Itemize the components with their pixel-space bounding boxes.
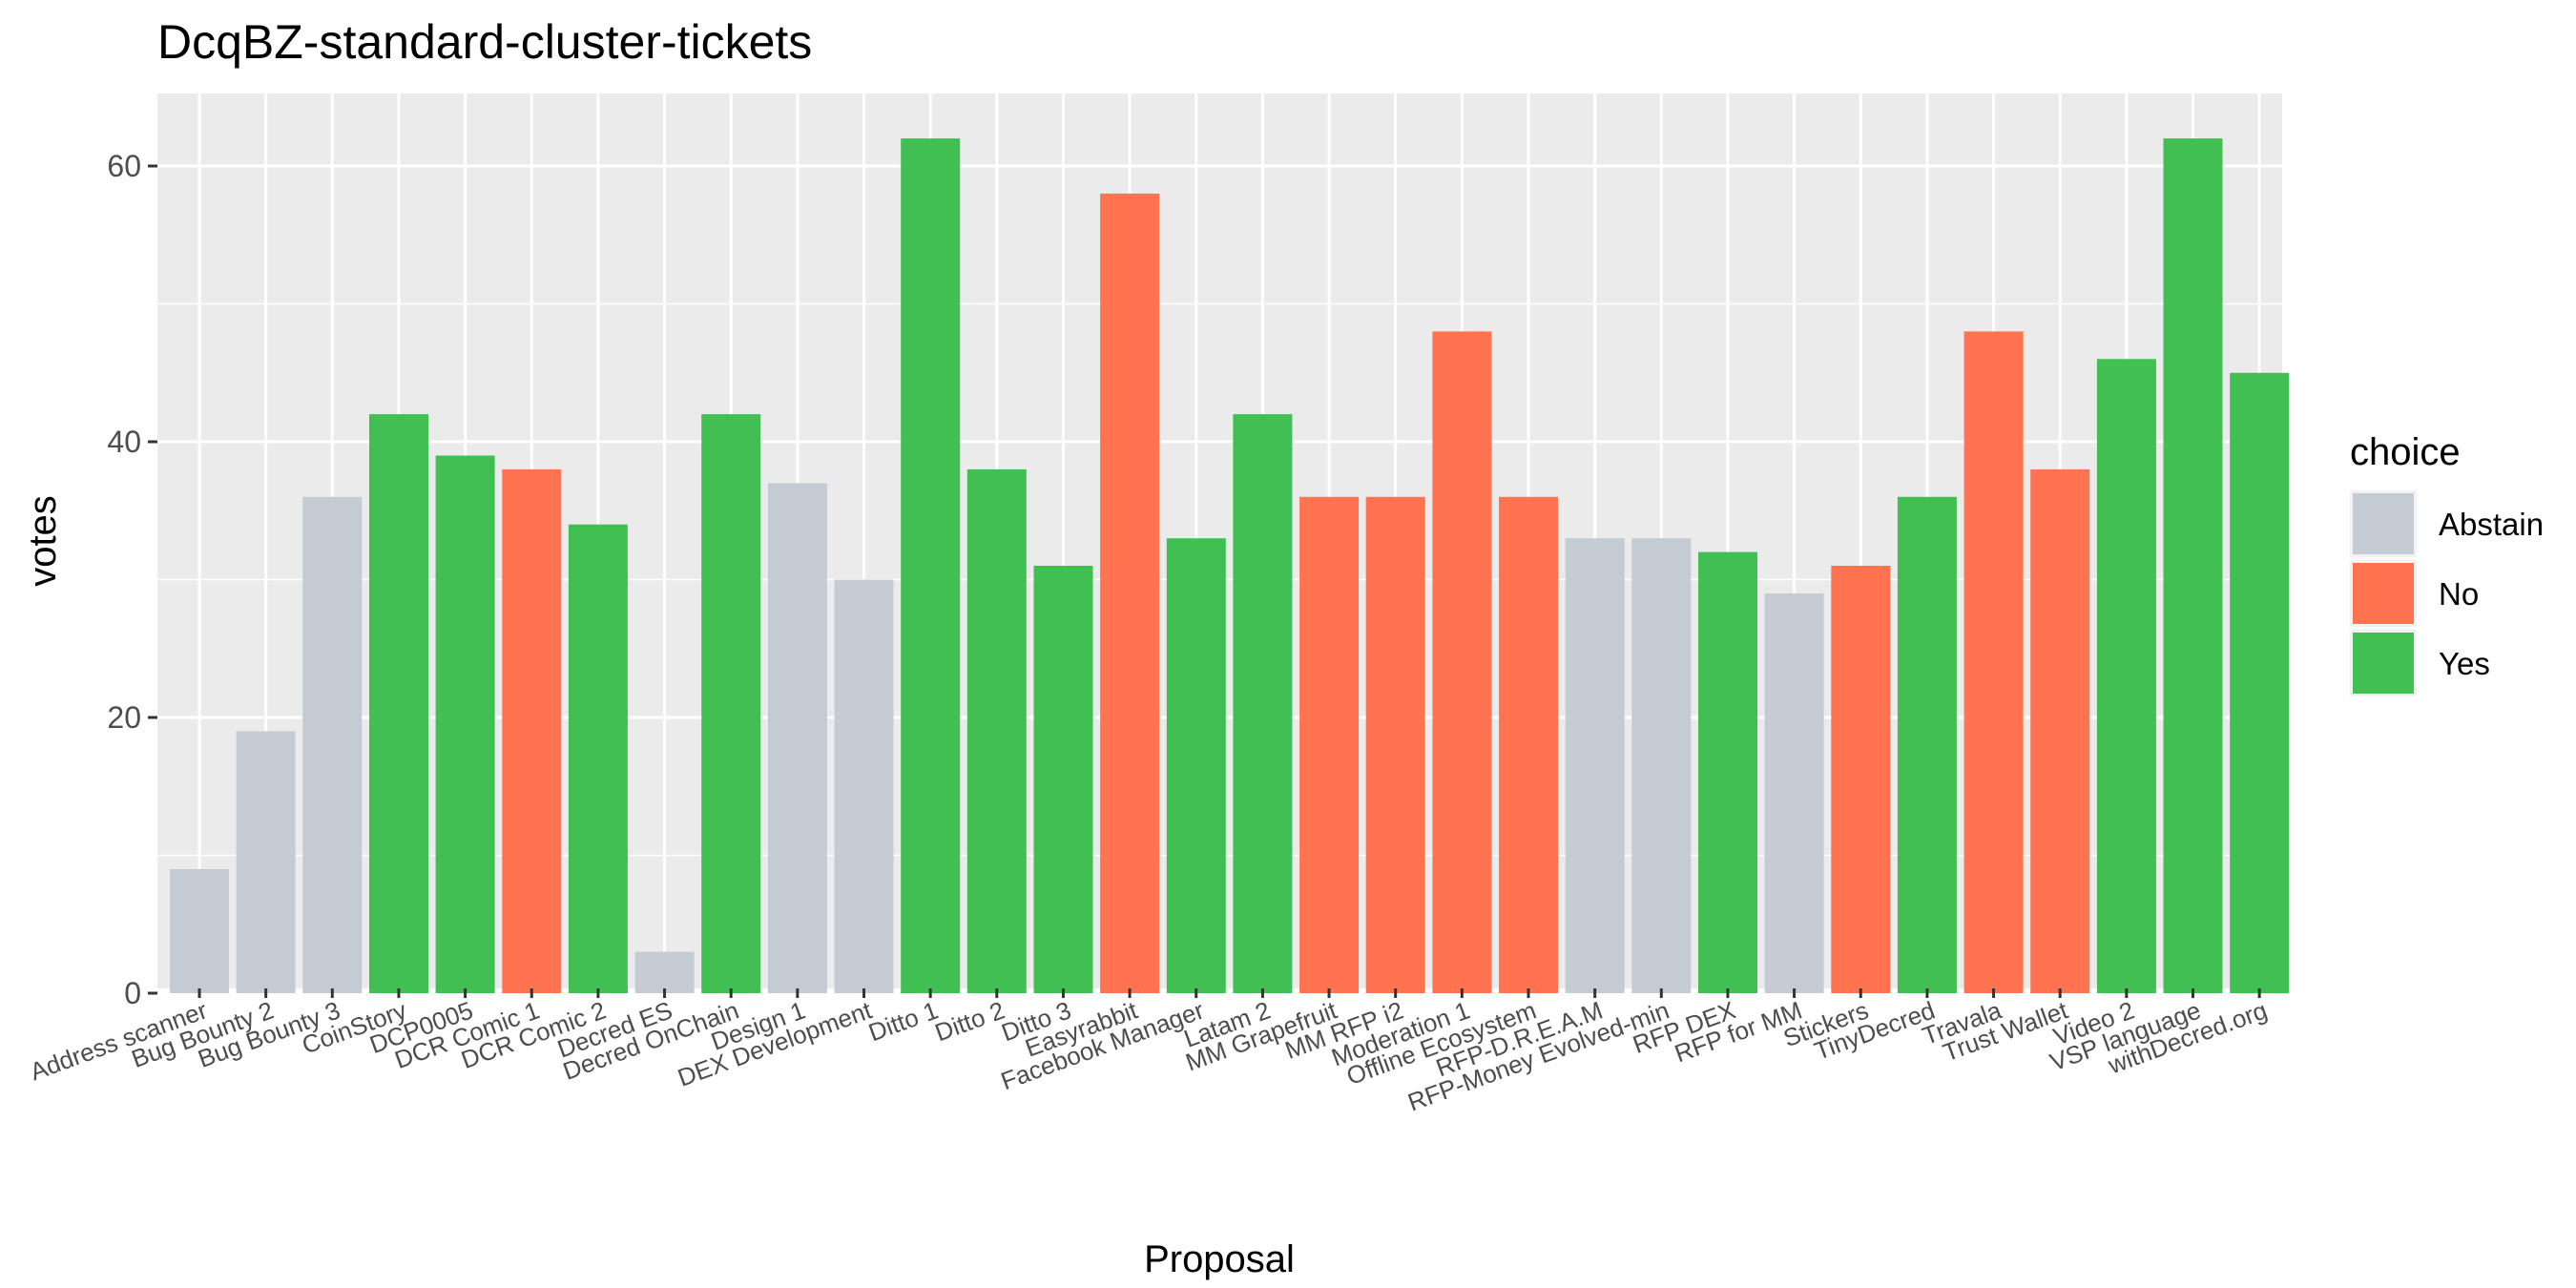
bar xyxy=(502,468,562,993)
bar xyxy=(1565,538,1625,993)
bar xyxy=(2163,138,2223,994)
bar xyxy=(1499,496,1558,993)
y-axis-title: votes xyxy=(22,495,64,587)
bars xyxy=(170,138,2290,994)
y-tick-label: 0 xyxy=(124,976,141,1010)
legend-label: No xyxy=(2439,576,2479,612)
bar xyxy=(1233,414,1293,994)
bar xyxy=(834,579,894,993)
legend-swatch xyxy=(2353,563,2414,624)
bar xyxy=(1698,551,1757,993)
chart-title: DcqBZ-standard-cluster-tickets xyxy=(157,15,812,69)
bar xyxy=(2230,372,2290,994)
x-tick-label: Ditto 1 xyxy=(864,995,942,1047)
y-axis: 0 20 40 60 xyxy=(107,149,157,1010)
bar xyxy=(1299,496,1360,993)
legend: choice Abstain No Yes xyxy=(2350,431,2544,696)
bar xyxy=(2030,468,2090,993)
bar xyxy=(1432,331,1492,993)
y-tick-label: 40 xyxy=(107,425,141,459)
bar xyxy=(1764,593,1824,993)
bar xyxy=(1897,496,1957,993)
bar xyxy=(435,455,495,993)
bar xyxy=(966,468,1027,993)
bar xyxy=(236,731,296,993)
bar xyxy=(369,414,428,994)
legend-swatch xyxy=(2353,493,2414,554)
y-tick-label: 60 xyxy=(107,149,141,183)
bar xyxy=(1033,566,1093,993)
legend-label: Abstain xyxy=(2439,507,2544,542)
bar xyxy=(767,483,827,993)
legend-label: Yes xyxy=(2439,646,2490,681)
y-tick-label: 20 xyxy=(107,700,141,735)
bar xyxy=(1831,566,1891,993)
legend-swatch xyxy=(2353,633,2414,694)
bar xyxy=(170,869,229,993)
bar xyxy=(1365,496,1425,993)
bar xyxy=(1963,331,2024,993)
bar xyxy=(901,138,961,994)
legend-title: choice xyxy=(2350,431,2461,473)
x-axis-title: Proposal xyxy=(1144,1238,1295,1280)
bar xyxy=(1100,193,1160,993)
x-tick-label: Ditto 2 xyxy=(931,995,1008,1047)
bar xyxy=(634,951,695,993)
bar xyxy=(2096,359,2156,993)
bar xyxy=(1166,538,1226,993)
bar xyxy=(302,496,363,993)
bar xyxy=(701,414,761,994)
bar xyxy=(1631,538,1692,993)
bar xyxy=(568,524,628,993)
